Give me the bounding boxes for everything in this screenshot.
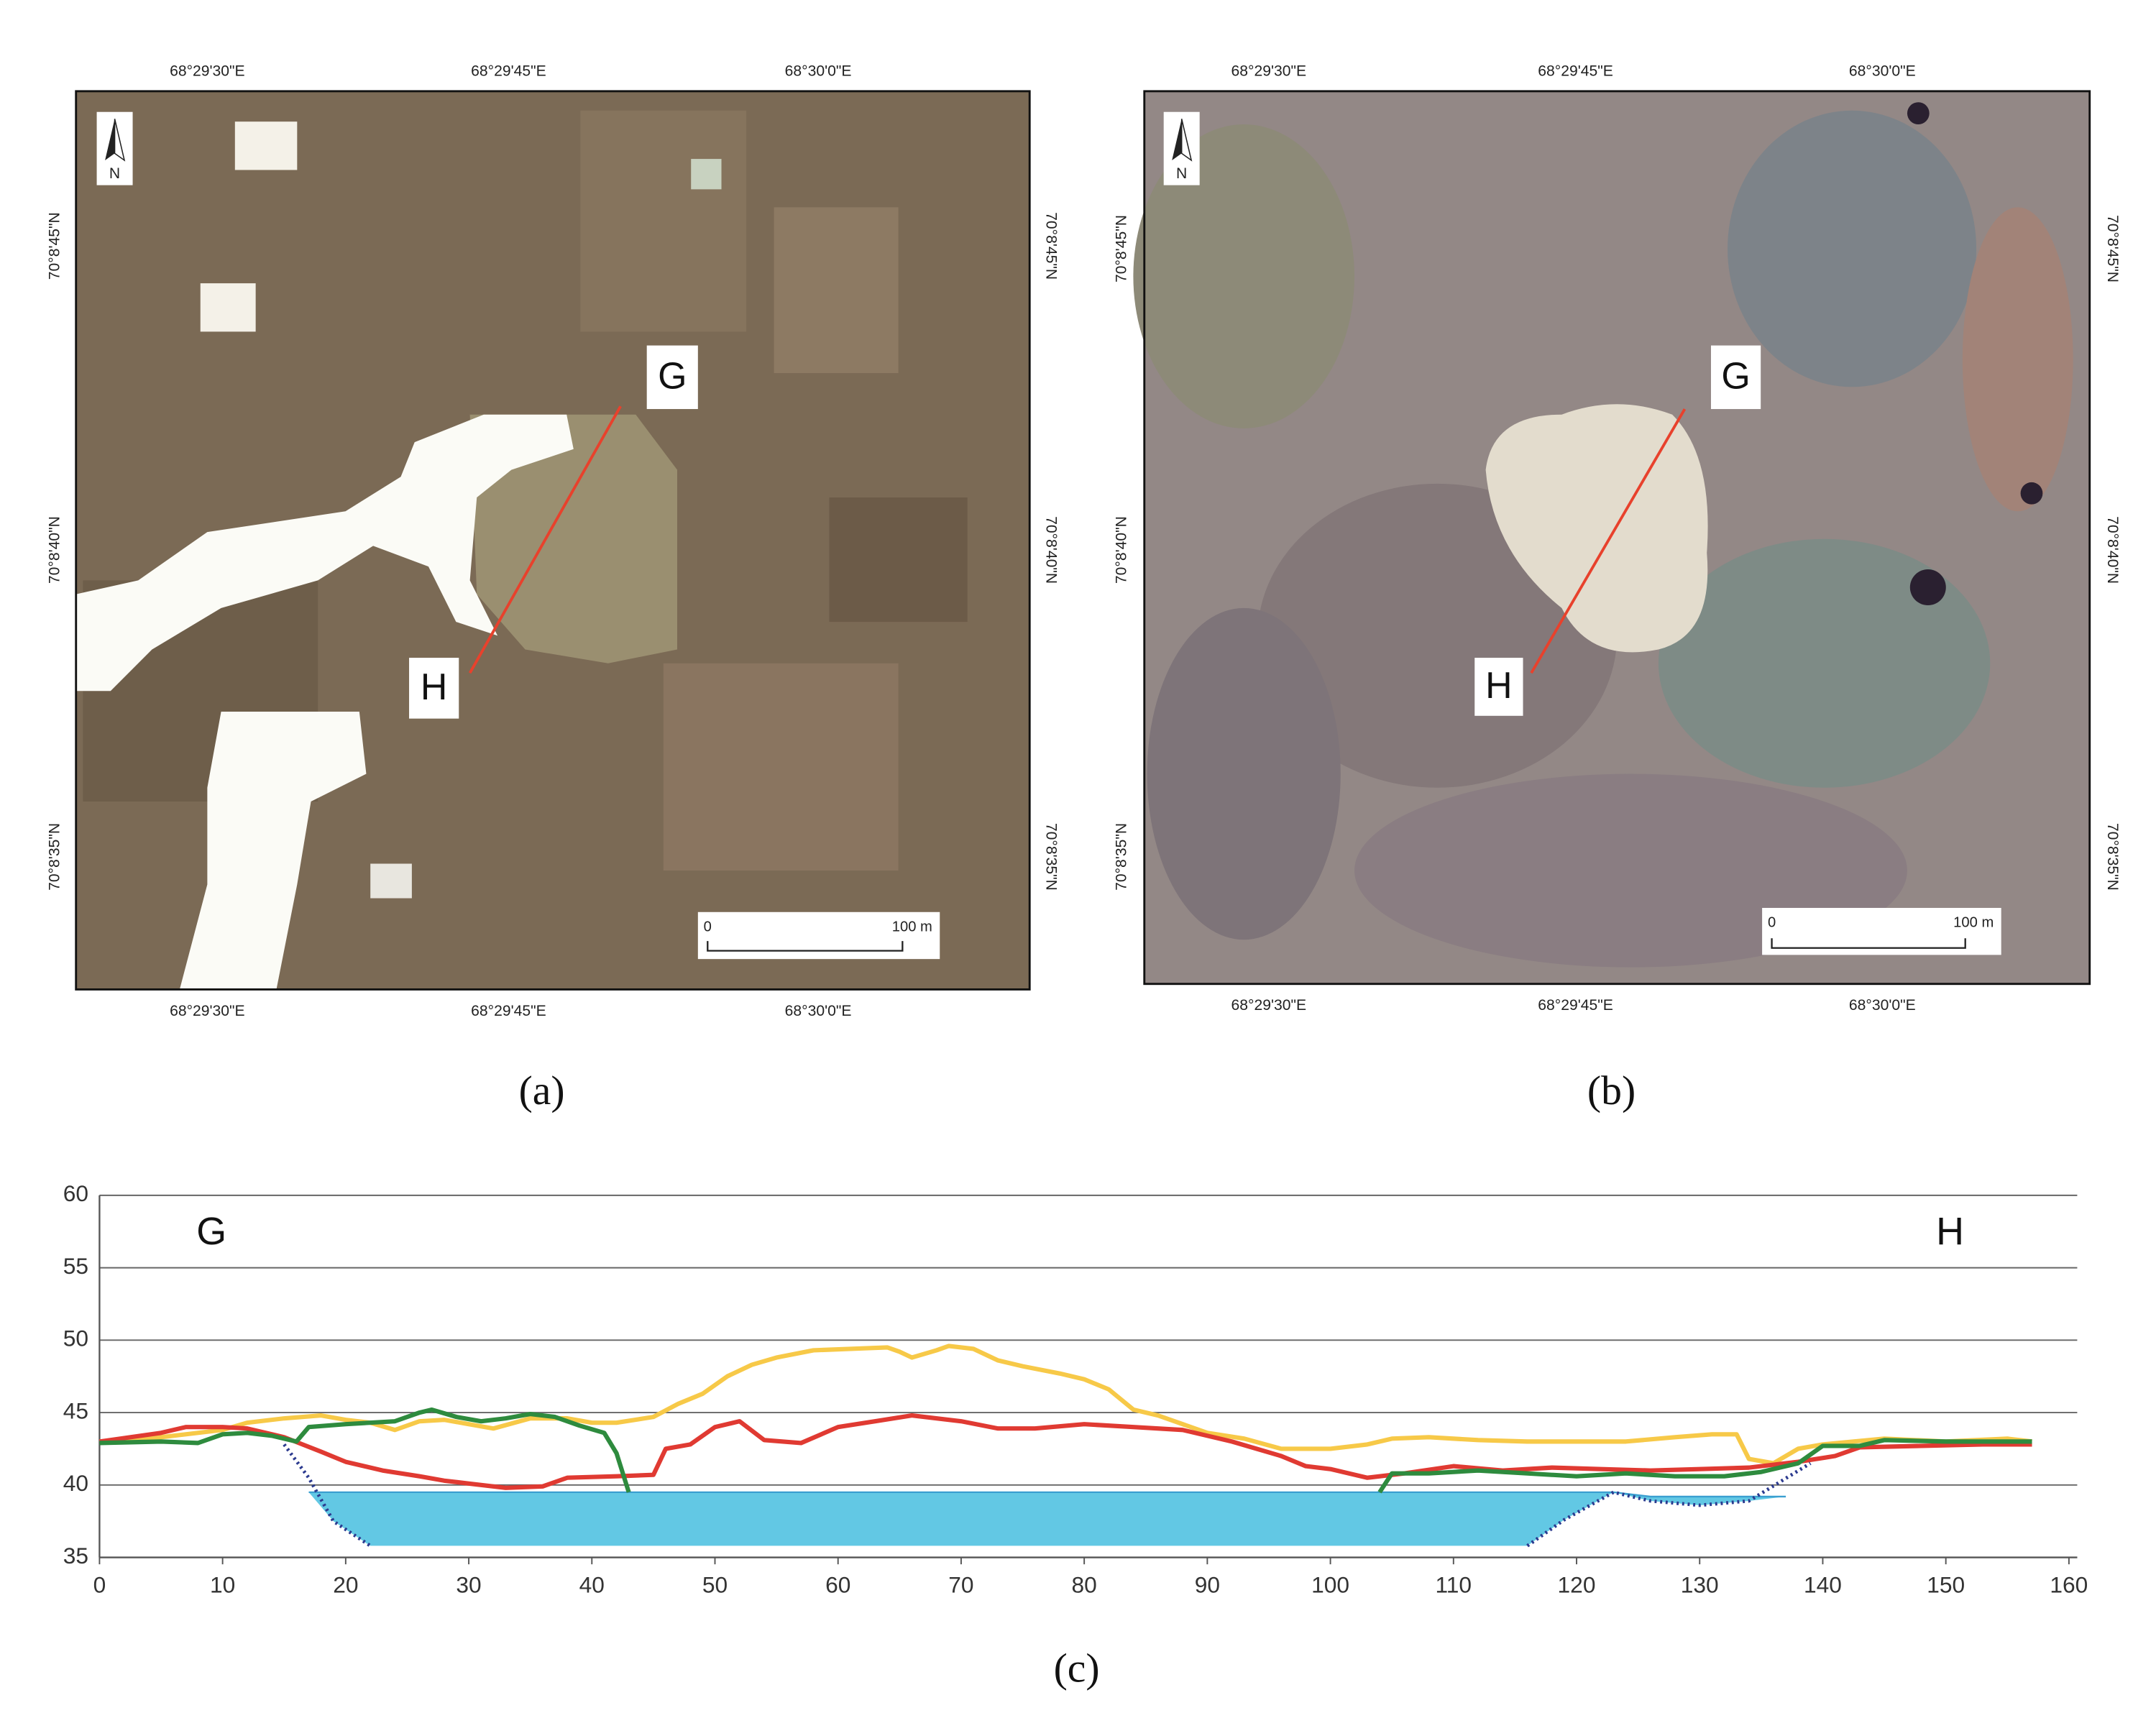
lat-label: 70°8'40"N: [2104, 516, 2121, 584]
marker-label: H: [421, 666, 447, 707]
profile-line: [468, 405, 622, 674]
lat-label: 70°8'40"N: [1114, 516, 1130, 584]
lon-label: 68°29'30"E: [170, 1003, 245, 1019]
x-tick-label: 40: [579, 1571, 605, 1597]
lon-label: 68°30'0"E: [1849, 997, 1916, 1014]
marker-label: G: [658, 354, 687, 396]
y-tick-label: 45: [63, 1397, 88, 1423]
x-tick-label: 140: [1804, 1571, 1842, 1597]
scale-label: 0: [704, 919, 712, 934]
lon-label: 68°30'0"E: [785, 63, 852, 80]
scale-bar: 0 100 m: [1762, 908, 2001, 955]
x-tick-label: 50: [702, 1571, 728, 1597]
profile-line: [99, 1344, 2032, 1466]
x-tick-label: 90: [1195, 1571, 1220, 1597]
panel-label: (b): [1587, 1068, 1636, 1113]
x-tick-label: 60: [825, 1571, 850, 1597]
profile-line: [99, 1407, 2032, 1494]
lon-label: 68°29'30"E: [1231, 997, 1307, 1014]
marker-label: H: [1485, 664, 1512, 706]
marker-box: [646, 345, 698, 410]
lat-label: 70°8'35"N: [1114, 823, 1130, 891]
lat-label: 70°8'40"N: [46, 516, 63, 584]
x-tick-label: 100: [1311, 1571, 1349, 1597]
lat-label: 70°8'35"N: [1042, 823, 1059, 891]
scale-label: 0: [1768, 914, 1776, 930]
profile-line: [98, 1413, 2032, 1490]
scale-bar: 0 100 m: [697, 911, 940, 960]
lon-label: 68°30'0"E: [785, 1003, 852, 1019]
x-tick-label: 70: [948, 1571, 973, 1597]
panel-b-image: [1133, 91, 2090, 984]
lat-label: 70°8'40"N: [1042, 516, 1059, 584]
north-label: N: [1176, 165, 1187, 182]
lon-label: 68°29'30"E: [170, 63, 245, 80]
profile-line: [1530, 408, 1687, 674]
lake-bed-line: [283, 1443, 372, 1548]
lon-label: 68°30'0"E: [1849, 63, 1916, 80]
x-tick-label: 10: [210, 1571, 235, 1597]
water-area: [308, 1492, 1786, 1546]
x-tick-label: 150: [1927, 1571, 1965, 1597]
panel-a-image: [75, 91, 1030, 990]
x-tick-label: 110: [1436, 1571, 1472, 1597]
north-label: N: [109, 165, 120, 182]
lon-label: 68°29'30"E: [1231, 63, 1307, 80]
lat-label: 70°8'45"N: [46, 212, 63, 280]
x-tick-label: 120: [1558, 1571, 1596, 1597]
x-tick-label: 30: [456, 1571, 481, 1597]
lat-label: 70°8'45"N: [1114, 215, 1130, 283]
x-tick-label: 0: [93, 1571, 106, 1597]
y-tick-label: 60: [63, 1180, 88, 1206]
marker-box: [1474, 658, 1523, 716]
panel-label: (c): [1054, 1645, 1100, 1691]
lon-label: 68°29'45"E: [471, 1003, 546, 1019]
profile-chart: 35 40 45 50 55 60 0 10 20 30 40 50 60 70 80 90 100 110 120…: [63, 1180, 2088, 1597]
panel-label: (a): [519, 1068, 565, 1113]
annotation: G: [196, 1210, 226, 1253]
panel-b-frame: [1143, 90, 2091, 986]
marker-box: [409, 658, 459, 719]
lon-label: 68°29'45"E: [1538, 997, 1613, 1014]
lon-label: 68°29'45"E: [471, 63, 546, 80]
x-tick-label: 20: [333, 1571, 358, 1597]
lat-label: 70°8'45"N: [2104, 215, 2121, 283]
x-tick-label: 80: [1072, 1571, 1097, 1597]
marker-label: G: [1721, 354, 1750, 396]
north-arrow: N: [96, 111, 133, 185]
panel-a-frame: [75, 90, 1031, 991]
y-tick-label: 35: [63, 1543, 88, 1569]
x-tick-label: 160: [2050, 1571, 2088, 1597]
scale-label: 100 m: [892, 919, 932, 934]
lat-label: 70°8'35"N: [2104, 823, 2121, 891]
lon-label: 68°29'45"E: [1538, 63, 1613, 80]
y-tick-label: 40: [63, 1470, 88, 1496]
lat-label: 70°8'45"N: [1042, 212, 1059, 280]
scale-label: 100 m: [1953, 914, 1994, 930]
marker-box: [1710, 345, 1761, 410]
water-surface: [308, 1491, 1786, 1498]
annotation: H: [1936, 1210, 1964, 1253]
north-arrow: N: [1163, 111, 1200, 185]
lake-bed-line: [1526, 1461, 1812, 1548]
lat-label: 70°8'35"N: [46, 823, 63, 891]
y-tick-label: 55: [63, 1253, 88, 1279]
y-tick-label: 50: [63, 1326, 88, 1351]
x-tick-label: 130: [1681, 1571, 1719, 1597]
